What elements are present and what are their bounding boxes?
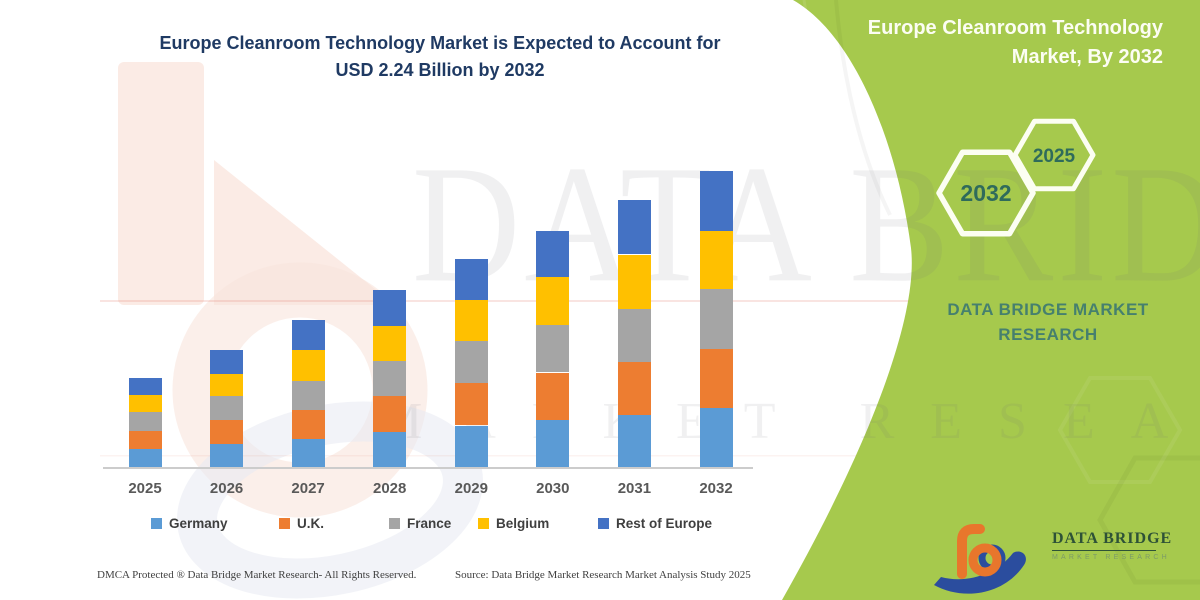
logo-rule bbox=[1052, 550, 1156, 551]
x-axis-label-2030: 2030 bbox=[536, 480, 570, 497]
bar-segment-2026-rest-of-europe bbox=[210, 350, 244, 374]
brand-text: DATA BRIDGE MARKET RESEARCH bbox=[928, 297, 1168, 347]
legend-item-u-k-: U.K. bbox=[279, 515, 324, 531]
legend-item-rest-of-europe: Rest of Europe bbox=[598, 515, 712, 531]
panel-heading: Europe Cleanroom Technology Market, By 2… bbox=[867, 17, 1163, 68]
legend-label: U.K. bbox=[297, 515, 324, 531]
legend-label: France bbox=[407, 515, 452, 531]
legend-swatch bbox=[598, 517, 609, 529]
legend-swatch bbox=[151, 517, 162, 529]
bar-segment-2028-belgium bbox=[373, 326, 407, 361]
hexagon-2025: 2025 bbox=[1012, 118, 1096, 192]
bar-segment-2031-belgium bbox=[617, 254, 651, 309]
logo-text: DATA BRIDGE MARKET RESEARCH bbox=[1052, 530, 1173, 561]
chart-title-line1: Europe Cleanroom Technology Market is Ex… bbox=[159, 33, 721, 53]
dmca-notice: DMCA Protected ® Data Bridge Market Rese… bbox=[97, 569, 417, 581]
bar-segment-2030-u-k- bbox=[536, 372, 570, 421]
bar-segment-2029-germany bbox=[454, 425, 488, 468]
watermark-text-market-research: MARKET RESEARCH bbox=[376, 393, 1200, 450]
bar-segment-2027-germany bbox=[291, 438, 325, 468]
legend-item-france: France bbox=[389, 515, 451, 531]
bar-segment-2031-france bbox=[617, 308, 651, 362]
source-note: Source: Data Bridge Market Research Mark… bbox=[455, 569, 751, 581]
bar-segment-2032-france bbox=[699, 289, 733, 349]
bar-segment-2028-u-k- bbox=[373, 396, 407, 433]
bar-segment-2025-france bbox=[128, 412, 162, 431]
bar-segment-2029-u-k- bbox=[454, 383, 488, 426]
bar-segment-2027-rest-of-europe bbox=[291, 319, 325, 350]
bar-segment-2028-rest-of-europe bbox=[373, 290, 407, 327]
bar-segment-2032-u-k- bbox=[699, 348, 733, 409]
hexagon-2032-label: 2032 bbox=[960, 180, 1011, 206]
bar-segment-2027-france bbox=[291, 380, 325, 410]
x-axis-label-2032: 2032 bbox=[699, 480, 733, 497]
bar-segment-2029-rest-of-europe bbox=[454, 258, 488, 300]
bar-segment-2032-rest-of-europe bbox=[699, 171, 733, 231]
bar-segment-2025-germany bbox=[128, 449, 162, 468]
legend-label: Germany bbox=[169, 515, 228, 531]
legend-item-belgium: Belgium bbox=[478, 515, 549, 531]
bar-segment-2032-belgium bbox=[699, 230, 733, 289]
bar-segment-2027-u-k- bbox=[291, 409, 325, 439]
legend-swatch bbox=[389, 517, 400, 529]
bar-segment-2026-u-k- bbox=[210, 420, 244, 445]
bar-segment-2027-belgium bbox=[291, 350, 325, 381]
hexagon-2025-label: 2025 bbox=[1033, 146, 1076, 167]
logo-tagline: MARKET RESEARCH bbox=[1052, 554, 1170, 561]
green-panel-shape bbox=[782, 0, 1200, 600]
brand-text-line1: DATA BRIDGE MARKET bbox=[947, 300, 1149, 319]
bar-segment-2026-germany bbox=[210, 444, 244, 468]
x-axis-label-2025: 2025 bbox=[128, 480, 162, 497]
x-axis-label-2028: 2028 bbox=[373, 480, 407, 497]
bar-segment-2030-germany bbox=[536, 420, 570, 468]
legend-item-germany: Germany bbox=[151, 515, 228, 531]
bar-segment-2026-france bbox=[210, 396, 244, 421]
x-axis-label-2026: 2026 bbox=[209, 480, 244, 497]
x-axis-line bbox=[103, 467, 753, 469]
x-axis-label-2031: 2031 bbox=[617, 480, 652, 497]
bar-segment-2030-france bbox=[536, 324, 570, 373]
bar-segment-2029-france bbox=[454, 340, 488, 384]
hexagon-2032: 2032 bbox=[936, 149, 1036, 237]
data-bridge-logo-icon bbox=[934, 524, 1026, 594]
legend-swatch bbox=[279, 517, 290, 529]
legend-label: Belgium bbox=[496, 515, 550, 531]
chart-title-line2: USD 2.24 Billion by 2032 bbox=[335, 60, 545, 80]
chart-title: Europe Cleanroom Technology Market is Ex… bbox=[90, 30, 790, 84]
bar-segment-2026-belgium bbox=[210, 373, 244, 397]
legend-label: Rest of Europe bbox=[616, 515, 713, 531]
brand-text-line2: RESEARCH bbox=[998, 325, 1098, 344]
bar-segment-2030-rest-of-europe bbox=[536, 230, 570, 277]
bar-segment-2031-germany bbox=[617, 415, 651, 468]
legend-swatch bbox=[478, 517, 489, 529]
logo-name: DATA BRIDGE bbox=[1052, 530, 1173, 547]
bar-segment-2025-rest-of-europe bbox=[128, 377, 162, 395]
bar-segment-2025-belgium bbox=[128, 395, 162, 413]
bar-segment-2031-u-k- bbox=[617, 361, 651, 415]
bar-segment-2028-germany bbox=[373, 432, 407, 468]
bar-segment-2031-rest-of-europe bbox=[617, 200, 651, 255]
bar-segment-2028-france bbox=[373, 360, 407, 397]
x-axis-label-2027: 2027 bbox=[291, 480, 325, 497]
bar-segment-2025-u-k- bbox=[128, 430, 162, 450]
bar-segment-2029-belgium bbox=[454, 299, 488, 341]
x-axis-label-2029: 2029 bbox=[454, 480, 488, 497]
bar-segment-2032-germany bbox=[699, 408, 733, 468]
green-panel-decor bbox=[802, 0, 1200, 585]
bar-segment-2030-belgium bbox=[536, 277, 570, 325]
